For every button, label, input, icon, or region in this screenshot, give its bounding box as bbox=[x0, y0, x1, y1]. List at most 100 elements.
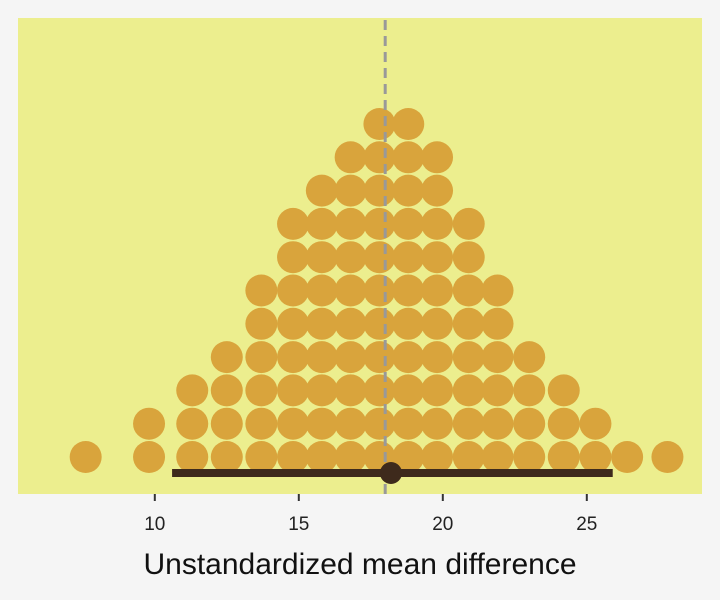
dot bbox=[421, 407, 454, 440]
dot bbox=[547, 407, 580, 440]
dot bbox=[481, 407, 514, 440]
dot bbox=[210, 441, 243, 473]
dot bbox=[392, 207, 425, 240]
dot bbox=[452, 207, 485, 240]
dot bbox=[452, 241, 485, 274]
dot bbox=[481, 307, 514, 340]
dot bbox=[481, 341, 514, 374]
dot bbox=[305, 407, 338, 440]
dot bbox=[210, 407, 243, 440]
dot bbox=[176, 407, 209, 440]
dot bbox=[392, 141, 425, 174]
dot bbox=[421, 341, 454, 374]
dot bbox=[363, 374, 396, 407]
dot bbox=[363, 108, 396, 140]
dot bbox=[334, 341, 367, 374]
dot bbox=[245, 274, 278, 307]
dot bbox=[277, 441, 310, 473]
x-tick-label: 10 bbox=[144, 514, 165, 535]
dot bbox=[210, 341, 243, 374]
dot bbox=[421, 441, 454, 473]
dot bbox=[334, 207, 367, 240]
dot bbox=[421, 307, 454, 340]
dot bbox=[245, 341, 278, 374]
dot bbox=[481, 374, 514, 407]
dot bbox=[334, 241, 367, 274]
dot bbox=[277, 274, 310, 307]
dot bbox=[452, 407, 485, 440]
dot bbox=[651, 441, 684, 473]
dot bbox=[421, 174, 454, 207]
dot bbox=[392, 241, 425, 274]
dot bbox=[305, 274, 338, 307]
dot bbox=[277, 207, 310, 240]
dot bbox=[305, 207, 338, 240]
dot bbox=[133, 441, 166, 473]
dot bbox=[305, 241, 338, 274]
dot bbox=[452, 274, 485, 307]
dot bbox=[392, 307, 425, 340]
dot bbox=[421, 374, 454, 407]
dot bbox=[245, 407, 278, 440]
dot bbox=[363, 174, 396, 207]
dot bbox=[392, 374, 425, 407]
dots-group bbox=[69, 108, 684, 473]
dot bbox=[392, 274, 425, 307]
dot bbox=[421, 241, 454, 274]
dot bbox=[176, 374, 209, 407]
dot bbox=[392, 407, 425, 440]
dot bbox=[245, 307, 278, 340]
dot bbox=[334, 274, 367, 307]
x-axis: 10 15 20 25 bbox=[144, 494, 597, 535]
dot bbox=[547, 441, 580, 473]
dot bbox=[363, 341, 396, 374]
dot bbox=[452, 341, 485, 374]
dot bbox=[547, 374, 580, 407]
dot bbox=[133, 407, 166, 440]
x-tick-label: 20 bbox=[432, 514, 453, 535]
dot bbox=[334, 307, 367, 340]
dot bbox=[421, 141, 454, 174]
dot bbox=[210, 374, 243, 407]
dot bbox=[69, 441, 102, 473]
dot bbox=[277, 241, 310, 274]
dot bbox=[363, 241, 396, 274]
interval-group bbox=[172, 462, 613, 484]
dot bbox=[452, 441, 485, 473]
dot bbox=[305, 341, 338, 374]
dot bbox=[305, 441, 338, 473]
dot bbox=[579, 441, 612, 473]
dot bbox=[277, 307, 310, 340]
dot bbox=[334, 407, 367, 440]
x-axis-title: Unstandardized mean difference bbox=[143, 548, 576, 581]
dot bbox=[277, 407, 310, 440]
dot bbox=[334, 374, 367, 407]
dot bbox=[305, 374, 338, 407]
x-tick-label: 25 bbox=[576, 514, 597, 535]
dot bbox=[363, 207, 396, 240]
dot bbox=[363, 141, 396, 174]
dot bbox=[334, 141, 367, 174]
dot bbox=[363, 274, 396, 307]
dot bbox=[513, 407, 546, 440]
dot bbox=[421, 207, 454, 240]
dot bbox=[176, 441, 209, 473]
dot bbox=[392, 441, 425, 473]
dot bbox=[513, 341, 546, 374]
dot bbox=[305, 174, 338, 207]
dot bbox=[245, 441, 278, 473]
dot bbox=[277, 341, 310, 374]
dot bbox=[513, 374, 546, 407]
x-tick-label: 15 bbox=[288, 514, 309, 535]
dot bbox=[421, 274, 454, 307]
dot bbox=[481, 441, 514, 473]
dot bbox=[334, 441, 367, 473]
dot bbox=[305, 307, 338, 340]
dot bbox=[334, 174, 367, 207]
dot bbox=[392, 341, 425, 374]
dot bbox=[452, 374, 485, 407]
interval-point bbox=[379, 462, 402, 484]
dot bbox=[513, 441, 546, 473]
dot bbox=[363, 407, 396, 440]
